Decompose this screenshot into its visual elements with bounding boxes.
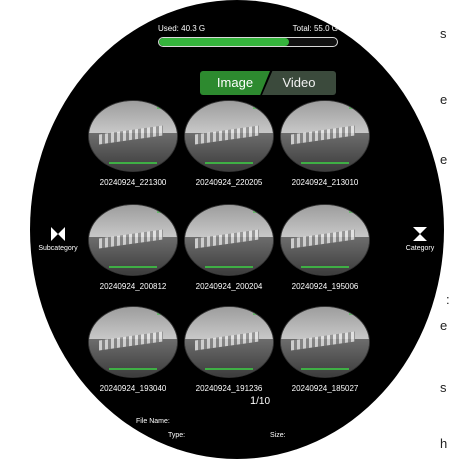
background-letter: : xyxy=(446,292,450,307)
background-letter: e xyxy=(440,92,448,107)
thumbnail-item[interactable]: 20240924_200812 xyxy=(88,204,178,291)
thumbnail-item[interactable]: 20240924_213010 xyxy=(280,100,370,187)
thumbnail-image xyxy=(184,306,274,378)
thumbnail-image xyxy=(88,100,178,172)
thumbnail-item[interactable]: 20240924_193040 xyxy=(88,306,178,393)
storage-indicator: Used: 40.3 G Total: 55.0 G xyxy=(158,24,338,47)
thumbnail-name: 20240924_191236 xyxy=(195,384,263,393)
background-letter: e xyxy=(440,152,448,167)
thumbnail-name: 20240924_195006 xyxy=(291,282,359,291)
thumbnail-name: 20240924_220205 xyxy=(195,178,263,187)
current-page: 1 xyxy=(249,395,257,407)
storage-total-label: Total: 55.0 G xyxy=(292,24,338,33)
subcategory-button[interactable]: Subcategory xyxy=(30,227,88,252)
thumbnail-image xyxy=(280,306,370,378)
thumbnail-name: 20240924_200812 xyxy=(99,282,167,291)
thumbnail-image xyxy=(88,306,178,378)
storage-bar-fill xyxy=(159,38,290,46)
thumbnail-name: 20240924_193040 xyxy=(99,384,167,393)
thumbnail-item[interactable]: 20240924_200204 xyxy=(184,204,274,291)
tab-video[interactable]: Video xyxy=(262,71,336,95)
storage-used-label: Used: 40.3 G xyxy=(158,24,206,33)
file-name-label: File Name: xyxy=(136,418,170,425)
total-pages: /10 xyxy=(256,396,271,407)
media-tabs: Image Video xyxy=(200,71,340,95)
thumbnail-item[interactable]: 20240924_220205 xyxy=(184,100,274,187)
thumbnail-image xyxy=(280,204,370,276)
thumbnail-name: 20240924_221300 xyxy=(99,178,167,187)
hourglass-icon xyxy=(413,227,427,241)
thumbnail-name: 20240924_200204 xyxy=(195,282,263,291)
thumbnail-item[interactable]: 20240924_185027 xyxy=(280,306,370,393)
page-indicator: 1/10 xyxy=(230,395,290,407)
thumbnail-image xyxy=(184,204,274,276)
thumbnail-image xyxy=(88,204,178,276)
storage-bar xyxy=(158,37,338,47)
thumbnail-item[interactable]: 20240924_195006 xyxy=(280,204,370,291)
background-letter: s xyxy=(440,380,447,395)
thumbnail-item[interactable]: 20240924_221300 xyxy=(88,100,178,187)
thumbnail-name: 20240924_213010 xyxy=(291,178,359,187)
hourglass-icon xyxy=(51,227,65,241)
type-label: Type: xyxy=(168,432,186,439)
thumbnail-item[interactable]: 20240924_191236 xyxy=(184,306,274,393)
background-letter: h xyxy=(440,436,448,451)
subcategory-label: Subcategory xyxy=(38,245,78,252)
gallery-screen: Used: 40.3 G Total: 55.0 G Image Video S… xyxy=(30,0,444,459)
category-button[interactable]: Category xyxy=(390,227,444,252)
tab-image[interactable]: Image xyxy=(200,71,270,95)
background-letter: s xyxy=(440,26,447,41)
category-label: Category xyxy=(405,245,435,252)
size-label: Size: xyxy=(270,432,286,439)
thumbnail-image xyxy=(184,100,274,172)
thumbnail-name: 20240924_185027 xyxy=(291,384,359,393)
thumbnail-image xyxy=(280,100,370,172)
background-letter: e xyxy=(440,318,448,333)
